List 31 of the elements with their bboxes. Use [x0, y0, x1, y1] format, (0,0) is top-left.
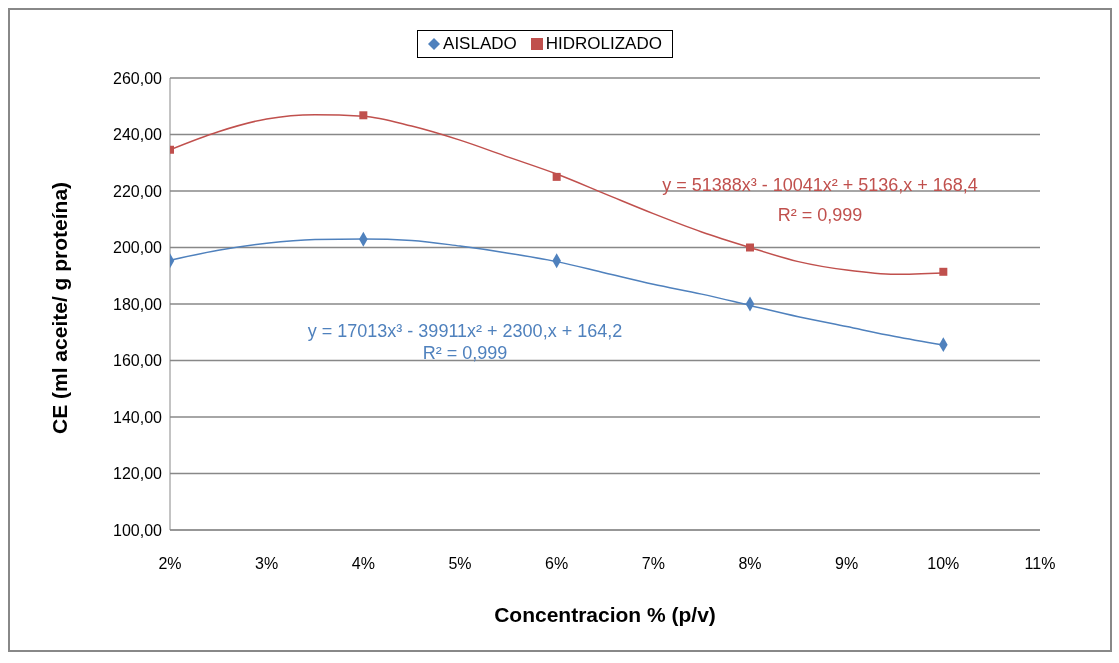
y-tick-label: 140,00	[113, 408, 163, 426]
annotation: y = 17013x³ - 39911x² + 2300,x + 164,2	[307, 321, 623, 342]
y-tick-label: 260,00	[113, 69, 163, 87]
point	[939, 267, 948, 276]
x-tick-label: 4%	[351, 555, 375, 573]
annotation: R² = 0,999	[422, 343, 508, 364]
y-axis-title: CE (ml aceite/ g proteína)	[48, 181, 72, 434]
y-tick-label: 220,00	[113, 182, 163, 200]
x-tick-label: 7%	[641, 555, 665, 573]
x-tick-label: 8%	[738, 555, 762, 573]
y-tick-label: 200,00	[113, 239, 163, 257]
y-tick-label: 180,00	[113, 295, 163, 313]
x-tick-label: 3%	[255, 555, 279, 573]
annotation: y = 51388x³ - 10041x² + 5136,x + 168,4	[662, 175, 978, 196]
point	[552, 172, 561, 181]
point	[359, 111, 368, 120]
legend-label: AISLADO	[442, 34, 517, 54]
y-tick-label: 120,00	[113, 465, 163, 483]
annotation: R² = 0,999	[777, 205, 863, 226]
y-tick-label: 160,00	[113, 352, 163, 370]
x-tick-label: 11%	[1024, 555, 1056, 573]
x-tick-label: 10%	[927, 555, 960, 573]
x-tick-label: 9%	[835, 555, 859, 573]
x-tick-label: 2%	[158, 555, 182, 573]
legend-label: HIDROLIZADO	[544, 34, 662, 54]
y-tick-label: 100,00	[113, 521, 163, 539]
x-axis-title: Concentracion % (p/v)	[494, 603, 716, 626]
y-tick-label: 240,00	[113, 126, 163, 144]
point	[746, 243, 754, 252]
x-tick-label: 6%	[545, 555, 569, 573]
x-tick-label: 5%	[448, 555, 472, 573]
